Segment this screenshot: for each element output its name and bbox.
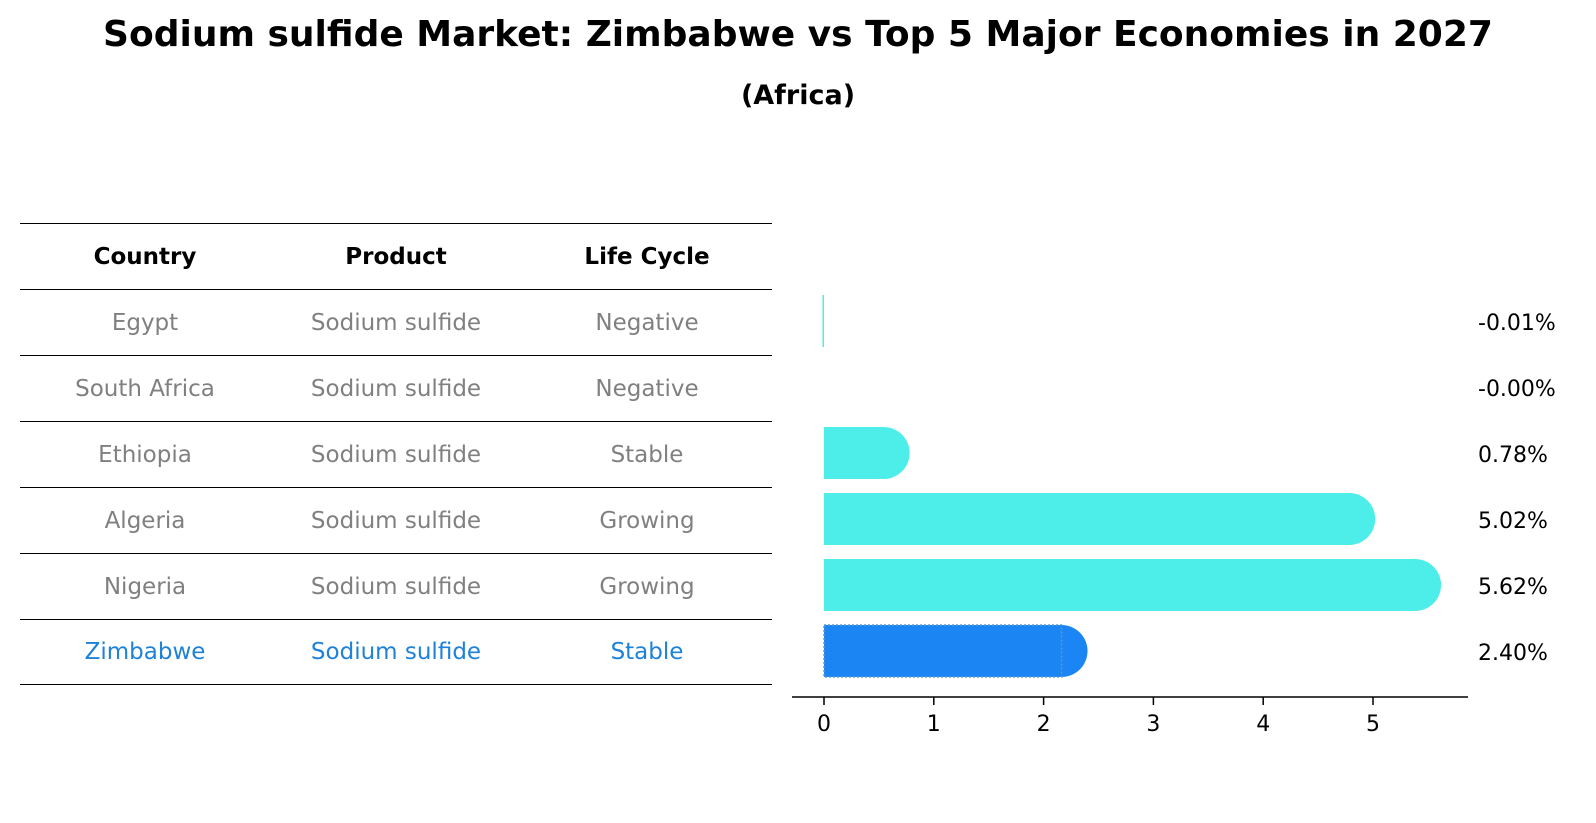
cell-product: Sodium sulfide [310,441,482,468]
cell-product: Sodium sulfide [310,639,482,665]
cell-country: Nigeria [103,573,187,600]
table-row: Algeria Sodium sulfide Growing [20,487,772,553]
cell-product: Sodium sulfide [310,375,482,402]
cell-life-cycle: Stable [610,639,684,665]
bar-ethiopia [824,427,910,479]
table-row: Egypt Sodium sulfide Negative [20,289,772,355]
table-header-row: Country Product Life Cycle [20,223,772,289]
bar-algeria [824,493,1376,545]
x-tick-label: 5 [1366,712,1380,737]
chart-subtitle: (Africa) [740,80,856,111]
bar-outline-highlight [823,624,1063,678]
value-label: 5.02% [1478,509,1548,534]
cell-country: Algeria [104,507,186,534]
cell-life-cycle: Stable [610,441,684,468]
cell-country: South Africa [75,375,215,402]
table-row-highlight: Zimbabwe Sodium sulfide Stable [20,619,772,685]
value-label: 2.40% [1478,641,1548,666]
value-label: 5.62% [1478,575,1548,600]
table-row: Ethiopia Sodium sulfide Stable [20,421,772,487]
cell-life-cycle: Growing [599,507,695,534]
table-row: South Africa Sodium sulfide Negative [20,355,772,421]
x-tick-label: 4 [1256,712,1270,737]
x-tick-label: 1 [927,712,941,737]
x-tick-label: 2 [1037,712,1051,737]
header-life-cycle: Life Cycle [584,243,710,270]
bar-zimbabwe [824,625,1088,677]
cell-product: Sodium sulfide [310,309,482,336]
x-tick-label: 0 [817,712,831,737]
value-label: -0.01% [1478,311,1556,336]
value-label: -0.00% [1478,377,1556,402]
value-label: 0.78% [1478,443,1548,468]
cell-product: Sodium sulfide [310,507,482,534]
chart-title: Sodium sulfide Market: Zimbabwe vs Top 5… [103,14,1493,55]
header-country: Country [93,243,197,270]
cell-country: Zimbabwe [84,639,206,665]
x-tick-label: 3 [1146,712,1160,737]
cell-life-cycle: Negative [595,309,699,336]
cell-country: Egypt [111,309,179,336]
table-row: Nigeria Sodium sulfide Growing [20,553,772,619]
cell-country: Ethiopia [98,441,192,468]
data-table: Country Product Life Cycle Egypt Sodium … [20,223,772,685]
cell-product: Sodium sulfide [310,573,482,600]
cell-life-cycle: Growing [599,573,695,600]
bar-egypt [822,295,824,347]
header-product: Product [345,243,447,270]
cell-life-cycle: Negative [595,375,699,402]
bar-nigeria [824,559,1442,611]
